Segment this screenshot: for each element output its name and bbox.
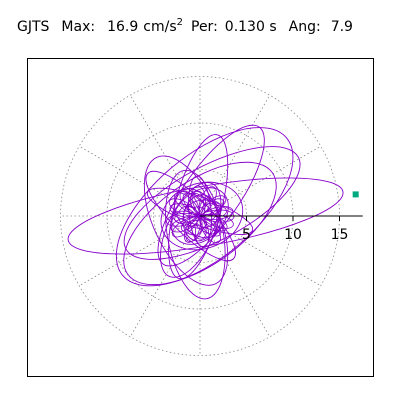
grid-spoke-120 [129,94,201,217]
radial-tick-label-5: 5 [242,227,251,243]
grid-spoke-210 [78,215,201,287]
station-code: GJTS [17,19,50,35]
ang-value: 7.9 [330,19,353,35]
max-label: Max: [61,19,96,35]
grid-spoke-60 [199,94,271,217]
max-unit: cm/s [143,19,177,35]
trace-core [166,185,235,248]
per-value: 0.130 s [224,19,277,35]
ang-label: Ang: [288,19,321,35]
plot-frame [27,58,374,377]
trace-loop-3 [123,146,301,260]
radial-tick-label-10: 10 [284,227,302,243]
trace-loop-2 [115,127,294,287]
grid-spoke-240 [129,215,201,338]
chart-header: GJTS Max: 16.9 cm/s2 Per: 0.130 s Ang: 7.9 [17,17,353,36]
radial-axis: 5 10 15 [200,215,363,243]
trace-loop-8 [123,161,277,286]
peak-marker-group [352,191,359,198]
max-value: 16.9 [107,19,139,35]
grid-spoke-150 [78,145,201,217]
grid-spoke-330 [199,215,322,287]
orbit-trace [67,124,344,300]
max-unit-exponent: 2 [176,17,183,28]
per-label: Per: [191,19,218,35]
trace-loop-4 [157,124,265,267]
grid-spoke-300 [199,215,271,338]
trace-loop-11 [160,182,222,278]
peak-marker [352,191,359,198]
radial-tick-label-15: 15 [331,227,349,243]
grid-spoke-30 [199,145,322,217]
